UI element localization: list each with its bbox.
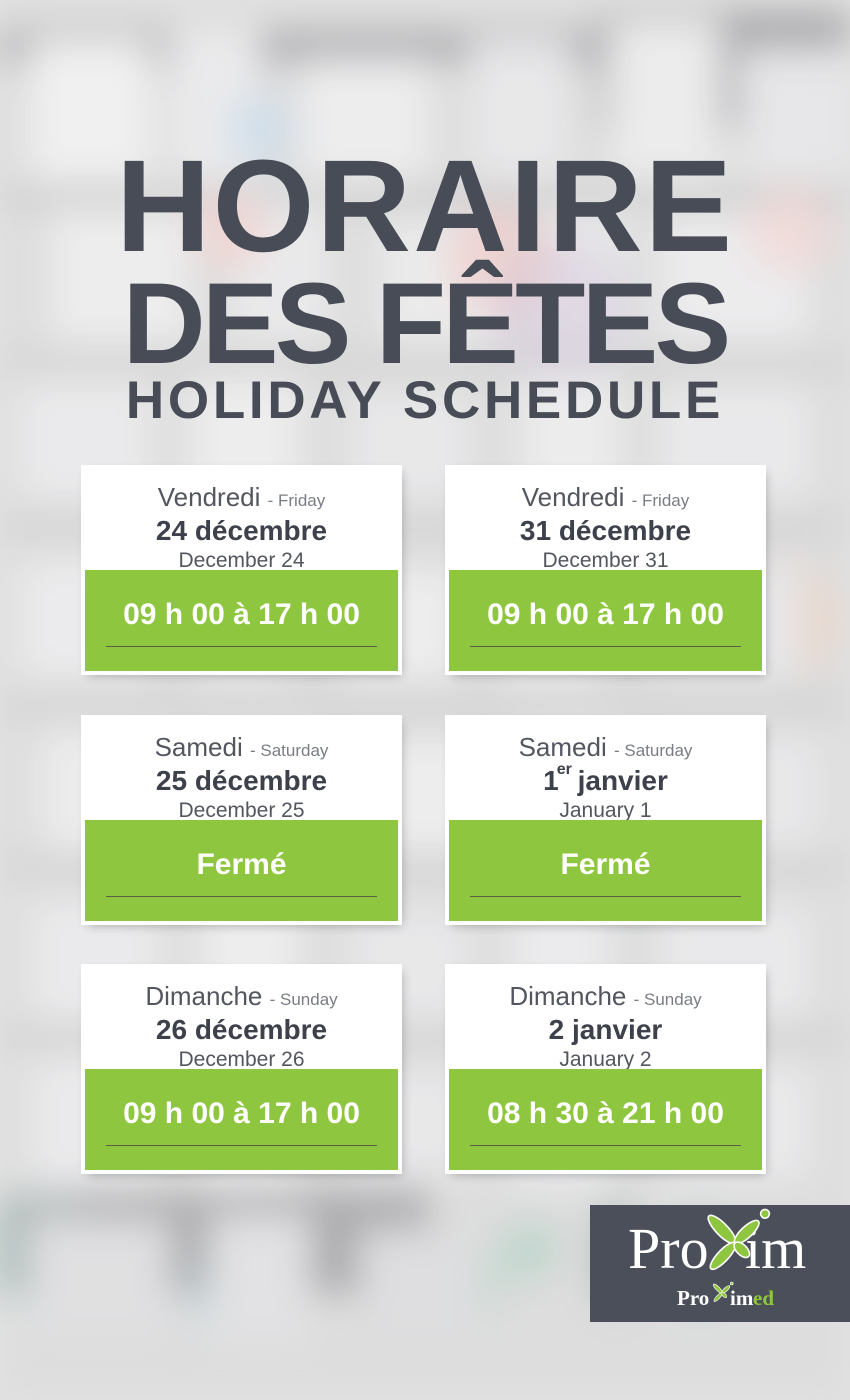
svg-text:ed: ed <box>753 1286 774 1310</box>
svg-text:Pro: Pro <box>677 1286 709 1310</box>
svg-text:Pro: Pro <box>628 1216 709 1281</box>
svg-text:im: im <box>730 1286 754 1310</box>
